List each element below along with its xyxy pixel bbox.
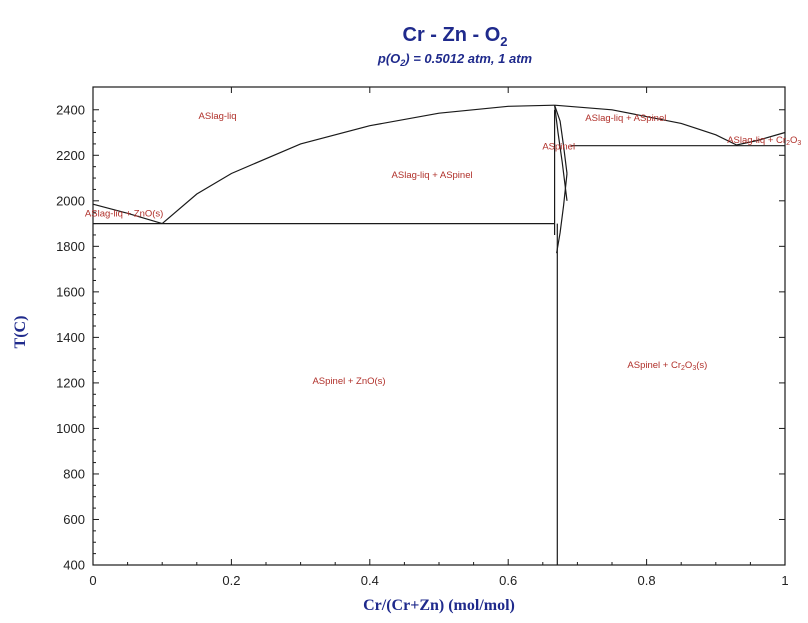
chart-subtitle-subscript: 2 (399, 58, 405, 68)
x-tick-label: 0.6 (499, 573, 517, 588)
chart-title: Cr - Zn - O2 (403, 24, 508, 49)
y-tick-label: 2400 (56, 102, 85, 117)
y-tick-label: 800 (63, 466, 85, 481)
x-axis-label: Cr/(Cr+Zn) (mol/mol) (363, 597, 515, 614)
phase-boundary-line (92, 203, 163, 225)
y-tick-label: 1600 (56, 284, 85, 299)
phase-boundary-line (556, 173, 568, 254)
region-labels: ASlag-liq ASlag-liq + ASpinel ASlag-liq + … (85, 111, 801, 387)
region-label: ASlag-liq + ASpinel (392, 170, 473, 181)
phase-boundary-line (554, 104, 786, 146)
axis-ticks: 0 0.2 0.4 0.6 0.8 140060080010001200140016001… (56, 87, 789, 588)
x-tick-label: 0 (89, 573, 96, 588)
plot-frame (92, 86, 786, 566)
y-tick-label: 1800 (56, 239, 85, 254)
region-label: ASlag-liq + Cr2O3 (727, 135, 801, 147)
x-tick-label: 0.4 (361, 573, 379, 588)
phase-boundary-line (554, 105, 568, 201)
y-tick-label: 1400 (56, 330, 85, 345)
phase-boundaries (92, 104, 786, 565)
y-tick-label: 1200 (56, 375, 85, 390)
phase-boundary-line (554, 105, 568, 174)
phase-boundary-line (161, 104, 555, 225)
region-label: ASpinel + ZnO(s) (312, 376, 385, 387)
x-tick-label: 1 (781, 573, 788, 588)
chart-subtitle: p(O2) = 0.5012 atm, 1 atm (377, 51, 533, 68)
region-label: ASpinel (542, 142, 575, 153)
chart-title-subscript: 2 (500, 34, 507, 49)
y-axis-label: T(C) (12, 316, 29, 349)
region-label: ASlag-liq + ASpinel (585, 113, 666, 124)
region-label: ASlag-liq (199, 111, 237, 122)
region-label: ASpinel + Cr2O3(s) (627, 360, 707, 372)
y-tick-label: 1000 (56, 421, 85, 436)
y-tick-label: 2000 (56, 193, 85, 208)
y-tick-label: 400 (63, 558, 85, 573)
x-tick-label: 0.8 (638, 573, 656, 588)
x-tick-label: 0.2 (222, 573, 240, 588)
y-tick-label: 2200 (56, 148, 85, 163)
y-tick-label: 600 (63, 512, 85, 527)
region-label: ASlag-liq + ZnO(s) (85, 209, 163, 220)
